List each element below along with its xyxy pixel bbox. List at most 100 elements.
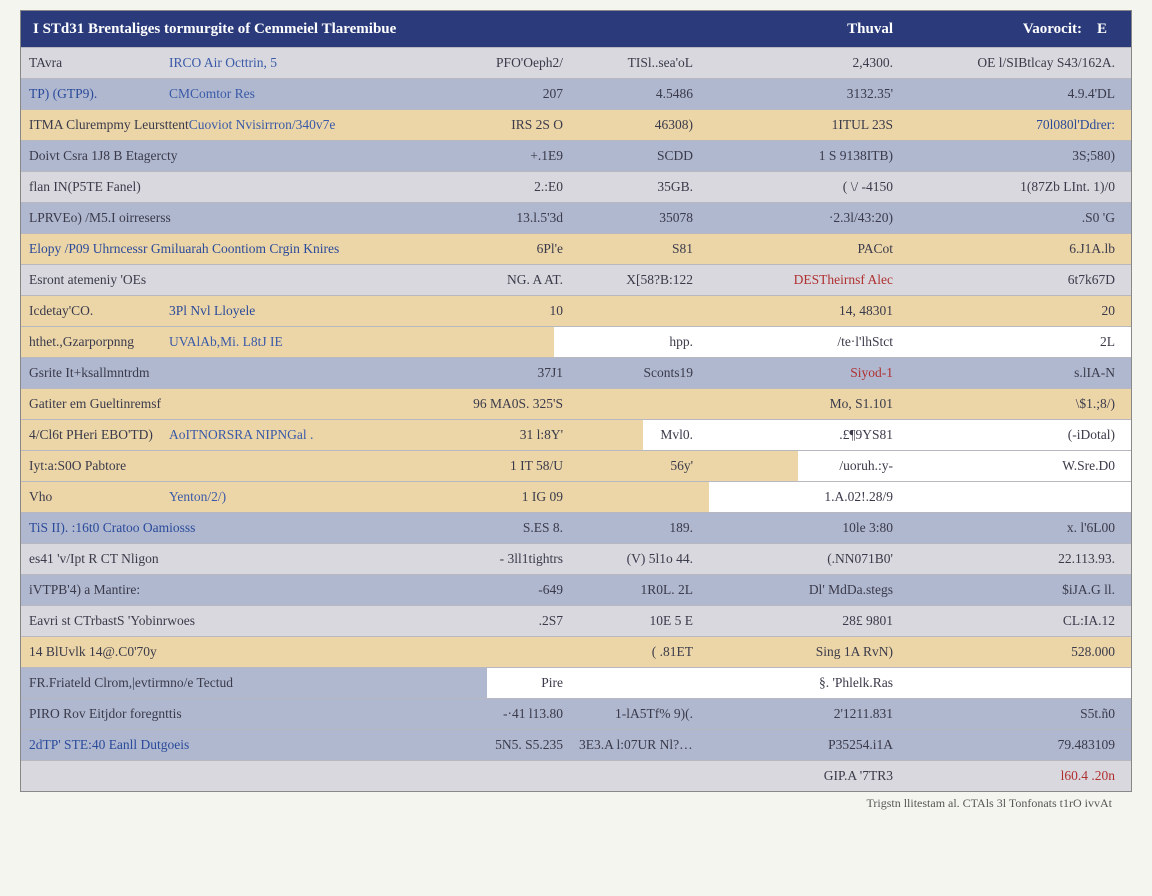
table-row: VhoYenton/2/)1 IG 091.A.02!.28/9 bbox=[21, 481, 1131, 512]
table-row: Elopy /P09 Uhrncessr Gmiluarah Coontiom … bbox=[21, 233, 1131, 264]
row-value: ( .81ET bbox=[571, 644, 701, 660]
row-value: 56y' bbox=[571, 458, 701, 474]
row-value: 528.000 bbox=[901, 644, 1131, 660]
row-label: TP) (GTP9).CMComtor Res bbox=[21, 86, 441, 102]
table-row: Iyt:a:S0O Pabtore1 IT 58/U56y'/uoruh.:y-… bbox=[21, 450, 1131, 481]
header-col3: Thuval bbox=[441, 21, 901, 38]
table-row: Doivt Csra 1J8 B Etagercty+.1E9SCDD1 S 9… bbox=[21, 140, 1131, 171]
row-value: 10le 3:80 bbox=[701, 520, 901, 536]
row-value: 189. bbox=[571, 520, 701, 536]
table-header: I STd31 Brentaliges tormurgite of Cemmei… bbox=[21, 11, 1131, 47]
row-value: 2,4300. bbox=[701, 55, 901, 71]
row-value: 20 bbox=[901, 303, 1131, 319]
row-value: x. l'6L00 bbox=[901, 520, 1131, 536]
row-value: 1 IT 58/U bbox=[441, 458, 571, 474]
row-label: iVTPB'4) a Mantire: bbox=[21, 582, 441, 598]
table-row: 2dTP' STE:40 Eanll Dutgoeis5N5. S5.2353E… bbox=[21, 729, 1131, 760]
row-value: - 3ll1tightrs bbox=[441, 551, 571, 567]
row-label: Icdetay'CO.3Pl Nvl Lloyele bbox=[21, 303, 441, 319]
row-value: S5t.ñ0 bbox=[901, 706, 1131, 722]
row-value: X[58?B:122 bbox=[571, 272, 701, 288]
row-value: 10E 5 E bbox=[571, 613, 701, 629]
row-value: ( \/ -4150 bbox=[701, 179, 901, 195]
row-value: P35254.i1A bbox=[701, 737, 901, 753]
financial-table: I STd31 Brentaliges tormurgite of Cemmei… bbox=[20, 10, 1132, 792]
row-value: (.NN071B0' bbox=[701, 551, 901, 567]
row-value: (-iDotal) bbox=[901, 427, 1131, 443]
row-value: 6.J1A.lb bbox=[901, 241, 1131, 257]
table-row: FR.Friateld Clrom,|evtirmno/e TectudPire… bbox=[21, 667, 1131, 698]
row-value: Sing 1A RvN) bbox=[701, 644, 901, 660]
table-row: TAvraIRCO Air Octtrin, 5PFO'Oeph2/TISl..… bbox=[21, 47, 1131, 78]
table-row: ITMA Clurempmy LeursttentCuoviot Nvisirr… bbox=[21, 109, 1131, 140]
row-value: 3132.35' bbox=[701, 86, 901, 102]
row-label: Doivt Csra 1J8 B Etagercty bbox=[21, 148, 441, 164]
row-label: flan IN(P5TE Fanel) bbox=[21, 179, 441, 195]
row-value: 22.113.93. bbox=[901, 551, 1131, 567]
row-value: l60.4 .20n bbox=[901, 768, 1131, 784]
row-value: .£¶9YS81 bbox=[701, 427, 901, 443]
table-row: Esront atemeniy 'OEsNG. A AT.X[58?B:122D… bbox=[21, 264, 1131, 295]
row-value: $iJA.G ll. bbox=[901, 582, 1131, 598]
row-label: PIRO Rov Eitjdor foregnttis bbox=[21, 706, 441, 722]
table-row: 4/Cl6t PHeri EBO'TD)AoITNORSRA NIPNGal .… bbox=[21, 419, 1131, 450]
row-value: 4.5486 bbox=[571, 86, 701, 102]
row-value: 1 S 9138ITB) bbox=[701, 148, 901, 164]
table-row: Icdetay'CO.3Pl Nvl Lloyele1014, 4830120 bbox=[21, 295, 1131, 326]
table-row: es41 'v/Ipt R CT Nligon- 3ll1tightrs(V) … bbox=[21, 543, 1131, 574]
table-row: Eavri st CTrbastS 'Yobinrwoes.2S710E 5 E… bbox=[21, 605, 1131, 636]
header-col4: Vaorocit: E bbox=[901, 21, 1131, 38]
row-value: 35GB. bbox=[571, 179, 701, 195]
row-value: SCDD bbox=[571, 148, 701, 164]
row-value: 70l080l'Ddrer: bbox=[901, 117, 1131, 133]
row-value: Pire bbox=[441, 675, 571, 691]
row-value: 207 bbox=[441, 86, 571, 102]
row-value: 37J1 bbox=[441, 365, 571, 381]
row-value: 1(87Zb LInt. 1)/0 bbox=[901, 179, 1131, 195]
row-label: 4/Cl6t PHeri EBO'TD)AoITNORSRA NIPNGal . bbox=[21, 427, 441, 443]
row-value: 1R0L. 2L bbox=[571, 582, 701, 598]
row-value: 79.483109 bbox=[901, 737, 1131, 753]
row-value: IRS 2S O bbox=[441, 117, 571, 133]
table-row: Gsrite It+ksallmntrdm37J1Sconts19Siyod-1… bbox=[21, 357, 1131, 388]
row-value: 6t7k67D bbox=[901, 272, 1131, 288]
row-value: /te·l'lhStct bbox=[701, 334, 901, 350]
row-value: CL:IA.12 bbox=[901, 613, 1131, 629]
row-value: Sconts19 bbox=[571, 365, 701, 381]
row-value: TISl..sea'oL bbox=[571, 55, 701, 71]
row-label: Esront atemeniy 'OEs bbox=[21, 272, 441, 288]
row-label: Eavri st CTrbastS 'Yobinrwoes bbox=[21, 613, 441, 629]
row-label: Elopy /P09 Uhrncessr Gmiluarah Coontiom … bbox=[21, 241, 441, 257]
row-label bbox=[21, 768, 441, 784]
row-value: 1-lA5Tf% 9)(. bbox=[571, 706, 701, 722]
row-value: 10 bbox=[441, 303, 571, 319]
row-value: ·2.3l/43:20) bbox=[701, 210, 901, 226]
row-label: hthet.,GzarporpnngUVAlAb,Mi. L8tJ IE bbox=[21, 334, 441, 350]
header-title: I STd31 Brentaliges tormurgite of Cemmei… bbox=[21, 21, 441, 38]
row-value: PACot bbox=[701, 241, 901, 257]
row-value: 3S;580) bbox=[901, 148, 1131, 164]
row-label: LPRVEo) /M5.I oirreserss bbox=[21, 210, 441, 226]
row-value: §. 'Phlelk.Ras bbox=[701, 675, 901, 691]
row-value: \$1.;8/) bbox=[901, 396, 1131, 412]
table-row: PIRO Rov Eitjdor foregnttis-·41 l13.801-… bbox=[21, 698, 1131, 729]
row-value: 35078 bbox=[571, 210, 701, 226]
row-value: (V) 5l1o 44. bbox=[571, 551, 701, 567]
row-value: 6Pl'e bbox=[441, 241, 571, 257]
row-value: 2L bbox=[901, 334, 1131, 350]
row-value: hpp. bbox=[571, 334, 701, 350]
row-value: +.1E9 bbox=[441, 148, 571, 164]
table-row: flan IN(P5TE Fanel)2.:E035GB.( \/ -41501… bbox=[21, 171, 1131, 202]
row-value: 31 l:8Y' bbox=[441, 427, 571, 443]
row-label: FR.Friateld Clrom,|evtirmno/e Tectud bbox=[21, 675, 441, 691]
row-value: s.lIA-N bbox=[901, 365, 1131, 381]
row-value: 1.A.02!.28/9 bbox=[701, 489, 901, 505]
table-row: 14 BlUvlk 14@.C0'70y( .81ETSing 1A RvN)5… bbox=[21, 636, 1131, 667]
row-value: OE l/SIBtlcay S43/162A. bbox=[901, 55, 1131, 71]
row-label: 2dTP' STE:40 Eanll Dutgoeis bbox=[21, 737, 441, 753]
row-value: 1ITUL 23S bbox=[701, 117, 901, 133]
row-value: /uoruh.:y- bbox=[701, 458, 901, 474]
table-row: LPRVEo) /M5.I oirreserss13.l.5'3d35078·2… bbox=[21, 202, 1131, 233]
table-row: iVTPB'4) a Mantire:-6491R0L. 2LDl' MdDa.… bbox=[21, 574, 1131, 605]
table-row: TiS II). :16t0 Cratoo OamiosssS.ES 8.189… bbox=[21, 512, 1131, 543]
